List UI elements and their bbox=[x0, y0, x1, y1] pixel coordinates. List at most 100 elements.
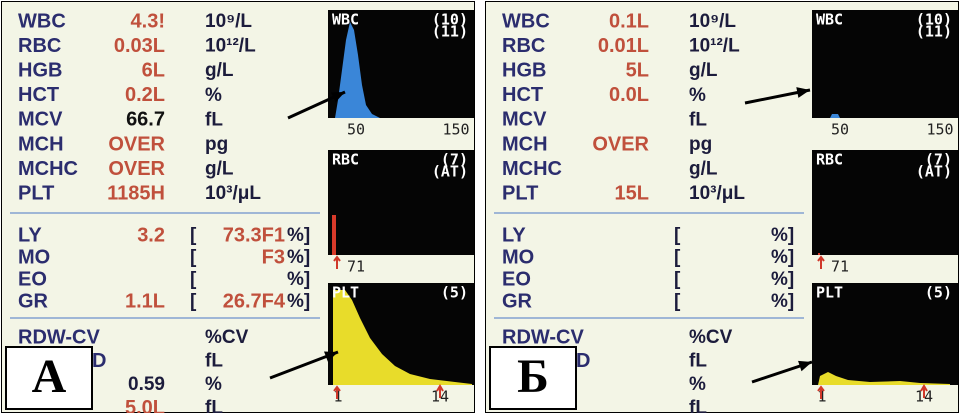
histogram-title: WBC bbox=[816, 11, 843, 29]
param-value: OVER bbox=[108, 133, 165, 155]
bracket: %] bbox=[287, 225, 310, 246]
param-name: WBC bbox=[18, 10, 66, 32]
histogram-flag: (11) bbox=[916, 23, 952, 41]
param-name: HCT bbox=[18, 84, 59, 106]
diff-name: MO bbox=[502, 246, 534, 268]
histogram-title: RBC bbox=[816, 151, 843, 169]
param-value: 0.2L bbox=[125, 84, 165, 106]
index-unit: %CV bbox=[205, 327, 249, 348]
param-unit: fL bbox=[689, 109, 707, 130]
param-value: 66.7 bbox=[126, 109, 165, 131]
histogram-curve bbox=[332, 215, 336, 255]
histogram-title: WBC bbox=[332, 11, 359, 29]
bracket: [ bbox=[674, 225, 681, 246]
index-value: 5.0L bbox=[125, 397, 165, 414]
param-value: 6L bbox=[142, 59, 165, 81]
index-value: 0.59 bbox=[128, 374, 165, 395]
param-unit: fL bbox=[205, 109, 223, 130]
param-name: RBC bbox=[502, 35, 545, 57]
param-value: 0.0L bbox=[609, 84, 649, 106]
param-unit: 10⁹/L bbox=[689, 11, 736, 32]
param-value: 0.01L bbox=[598, 35, 649, 57]
param-name: MCV bbox=[502, 109, 547, 131]
histogram-axis-label: 150 bbox=[926, 121, 953, 139]
bracket: %] bbox=[771, 291, 794, 312]
bracket: [ bbox=[190, 225, 197, 246]
param-value: OVER bbox=[108, 158, 165, 180]
param-value: 5L bbox=[626, 59, 649, 81]
param-value: 15L bbox=[615, 182, 649, 204]
diff-name: EO bbox=[502, 268, 531, 290]
bracket: %] bbox=[771, 269, 794, 290]
param-value: OVER bbox=[592, 133, 649, 155]
index-unit: % bbox=[689, 374, 706, 395]
param-name: MCH bbox=[18, 133, 64, 155]
bracket: [ bbox=[674, 247, 681, 268]
bracket: %] bbox=[287, 291, 310, 312]
param-unit: % bbox=[205, 85, 222, 106]
param-name: MCHC bbox=[18, 158, 78, 180]
param-name: MCHC bbox=[502, 158, 562, 180]
bracket: [ bbox=[190, 269, 197, 290]
histogram-title: RBC bbox=[332, 151, 359, 169]
param-unit: 10⁹/L bbox=[205, 11, 252, 32]
histogram-curve bbox=[818, 253, 820, 255]
diff-value: 1.1L bbox=[125, 290, 165, 312]
bracket: [ bbox=[190, 247, 197, 268]
histogram-axis-label: 50 bbox=[347, 121, 365, 139]
index-unit: fL bbox=[205, 351, 223, 372]
screenshot: WBC 4.3! 10⁹/L RBC 0.03L 10¹²/L HGB 6L g/L HCT 0.2… bbox=[0, 0, 960, 414]
index-unit: %CV bbox=[689, 327, 733, 348]
diff-percent: 26.7F4 bbox=[223, 290, 286, 312]
bracket: [ bbox=[674, 269, 681, 290]
index-name: RDW-CV bbox=[502, 326, 584, 348]
bracket: [ bbox=[674, 291, 681, 312]
param-value: 0.1L bbox=[609, 10, 649, 32]
param-unit: g/L bbox=[689, 60, 718, 81]
diff-value: 3.2 bbox=[137, 224, 165, 246]
bracket: %] bbox=[771, 247, 794, 268]
index-unit: fL bbox=[689, 351, 707, 372]
index-unit: fL bbox=[689, 398, 707, 414]
diff-name: MO bbox=[18, 246, 50, 268]
param-unit: 10³/μL bbox=[689, 183, 745, 204]
param-name: HGB bbox=[502, 59, 546, 81]
index-name: D bbox=[92, 350, 106, 372]
histogram-axis-label: 71 bbox=[831, 258, 849, 276]
histogram-flag: (AT) bbox=[432, 163, 468, 181]
param-unit: 10¹²/L bbox=[205, 36, 256, 57]
index-name: RDW-CV bbox=[18, 326, 100, 348]
diff-name: EO bbox=[18, 268, 47, 290]
bracket: %] bbox=[287, 269, 310, 290]
param-name: PLT bbox=[18, 182, 54, 204]
bracket: %] bbox=[287, 247, 310, 268]
diff-percent: F3 bbox=[262, 246, 285, 268]
param-name: MCH bbox=[502, 133, 548, 155]
param-name: MCV bbox=[18, 109, 63, 131]
param-unit: pg bbox=[205, 134, 228, 155]
histogram-title: PLT bbox=[332, 284, 359, 302]
index-name: D bbox=[576, 350, 590, 372]
param-unit: g/L bbox=[205, 60, 234, 81]
index-unit: % bbox=[205, 374, 222, 395]
param-unit: g/L bbox=[205, 159, 234, 180]
param-value: 0.03L bbox=[114, 35, 165, 57]
diff-name: LY bbox=[18, 224, 42, 246]
histogram-axis-label: 150 bbox=[442, 121, 469, 139]
param-unit: 10¹²/L bbox=[689, 36, 740, 57]
param-unit: % bbox=[689, 85, 706, 106]
histogram-axis-label: 50 bbox=[831, 121, 849, 139]
param-unit: pg bbox=[689, 134, 712, 155]
param-name: WBC bbox=[502, 10, 550, 32]
diff-name: GR bbox=[502, 290, 533, 312]
param-unit: 10³/μL bbox=[205, 183, 261, 204]
histogram-flag: (5) bbox=[925, 284, 952, 302]
param-name: PLT bbox=[502, 182, 538, 204]
index-unit: fL bbox=[205, 398, 223, 414]
param-name: RBC bbox=[18, 35, 61, 57]
histogram-flag: (11) bbox=[432, 23, 468, 41]
param-value: 4.3! bbox=[131, 10, 165, 32]
param-name: HGB bbox=[18, 59, 62, 81]
diff-name: GR bbox=[18, 290, 49, 312]
